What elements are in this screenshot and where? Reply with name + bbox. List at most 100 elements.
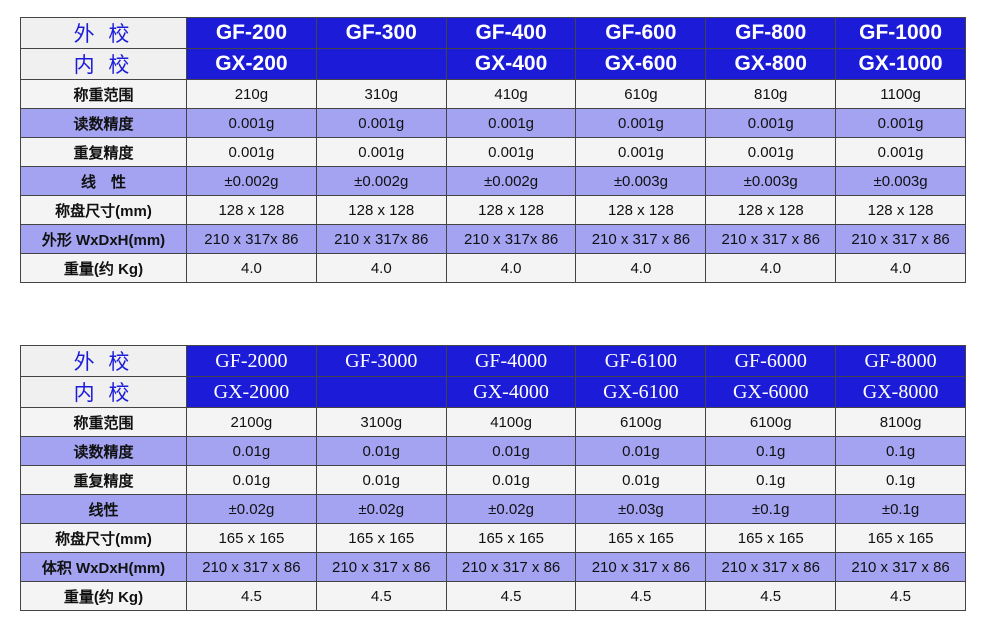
cell: 128 x 128	[315, 195, 447, 225]
row-label: 读数精度	[20, 108, 187, 138]
data-row: 称盘尺寸(mm) 128 x 128 128 x 128 128 x 128 128 x…	[20, 195, 966, 225]
cell: 0.01g	[186, 436, 317, 466]
row-label: 外 校	[20, 17, 187, 49]
cell: ±0.03g	[575, 494, 707, 524]
cell: 0.001g	[705, 137, 837, 167]
cell: GF-400	[445, 17, 577, 49]
cell: 210 x 317 x 86	[835, 552, 966, 582]
cell: 4.0	[705, 253, 837, 283]
cell: GX-6100	[575, 376, 707, 408]
data-row: 线 性 ±0.002g ±0.002g ±0.002g ±0.003g ±0.003g ±0…	[20, 166, 966, 196]
cell: 128 x 128	[186, 195, 317, 225]
cell: 0.001g	[445, 137, 577, 167]
cell: 0.001g	[315, 137, 447, 167]
data-row: 读数精度 0.01g 0.01g 0.01g 0.01g 0.1g 0.1g	[20, 436, 966, 466]
cell: GF-800	[705, 17, 837, 49]
cell: ±0.003g	[705, 166, 837, 196]
data-row: 线性 ±0.02g ±0.02g ±0.02g ±0.03g ±0.1g ±0.1g	[20, 494, 966, 524]
row-label: 外 校	[20, 345, 187, 377]
cell: 210 x 317 x 86	[705, 552, 837, 582]
cell: 1100g	[835, 79, 966, 109]
cell: 2100g	[186, 407, 317, 437]
cell: 3100g	[315, 407, 447, 437]
row-label: 重量(约 Kg)	[20, 253, 187, 283]
cell: 0.1g	[705, 465, 837, 495]
cell: 0.001g	[705, 108, 837, 138]
row-label: 称重范围	[20, 407, 187, 437]
data-row: 称重范围 210g 310g 410g 610g 810g 1100g	[20, 79, 966, 109]
cell: GX-2000	[186, 376, 317, 408]
data-row: 重量(约 Kg) 4.5 4.5 4.5 4.5 4.5 4.5	[20, 581, 966, 611]
cell: 210 x 317 x 86	[575, 224, 707, 254]
cell: 128 x 128	[575, 195, 707, 225]
cell: GF-6000	[705, 345, 837, 377]
cell: GF-8000	[835, 345, 966, 377]
data-row: 体积 WxDxH(mm) 210 x 317 x 86 210 x 317 x 86…	[20, 552, 966, 582]
cell: 128 x 128	[705, 195, 837, 225]
cell: 0.01g	[315, 465, 447, 495]
cell: 0.001g	[315, 108, 447, 138]
cell: GX-6000	[705, 376, 837, 408]
cell: 165 x 165	[445, 523, 577, 553]
row-label: 称盘尺寸(mm)	[20, 195, 187, 225]
row-label: 内 校	[20, 376, 187, 408]
cell: 210 x 317 x 86	[575, 552, 707, 582]
cell: ±0.002g	[186, 166, 317, 196]
row-label: 重复精度	[20, 465, 187, 495]
data-row: 称重范围 2100g 3100g 4100g 6100g 6100g 8100g	[20, 407, 966, 437]
cell: GF-3000	[315, 345, 447, 377]
cell: 810g	[705, 79, 837, 109]
row-label: 线性	[20, 494, 187, 524]
cell: 410g	[445, 79, 577, 109]
cell: 4.5	[315, 581, 447, 611]
header-row: 外 校 GF-2000 GF-3000 GF-4000 GF-6100 GF-6000 GF…	[20, 345, 966, 377]
spec-table: 外 校 GF-2000 GF-3000 GF-4000 GF-6100 GF-6000 GF…	[20, 345, 966, 611]
cell: 4.5	[575, 581, 707, 611]
cell: ±0.1g	[705, 494, 837, 524]
cell: 210 x 317x 86	[186, 224, 317, 254]
cell: GF-4000	[445, 345, 577, 377]
row-label: 重量(约 Kg)	[20, 581, 187, 611]
cell: 0.01g	[575, 465, 707, 495]
cell: ±0.02g	[315, 494, 447, 524]
cell: 4.0	[315, 253, 447, 283]
cell: 0.1g	[835, 465, 966, 495]
cell: GX-800	[705, 48, 837, 80]
cell: 210 x 317x 86	[315, 224, 447, 254]
cell	[315, 48, 447, 80]
row-label: 外形 WxDxH(mm)	[20, 224, 187, 254]
cell: 210 x 317 x 86	[186, 552, 317, 582]
cell: 210 x 317 x 86	[835, 224, 966, 254]
cell: ±0.003g	[575, 166, 707, 196]
row-label: 内 校	[20, 48, 187, 80]
header-row: 内 校 GX-200 GX-400 GX-600 GX-800 GX-1000	[20, 48, 966, 80]
cell: 0.01g	[445, 465, 577, 495]
cell: 0.001g	[186, 137, 317, 167]
cell: GF-2000	[186, 345, 317, 377]
cell: 210 x 317 x 86	[315, 552, 447, 582]
cell: GF-1000	[835, 17, 966, 49]
cell: 4.5	[705, 581, 837, 611]
cell: 4.0	[835, 253, 966, 283]
data-row: 读数精度 0.001g 0.001g 0.001g 0.001g 0.001g 0.001g	[20, 108, 966, 138]
cell: 4.5	[835, 581, 966, 611]
cell: 0.01g	[186, 465, 317, 495]
cell: 0.01g	[445, 436, 577, 466]
cell: 210 x 317 x 86	[445, 552, 577, 582]
data-row: 重量(约 Kg) 4.0 4.0 4.0 4.0 4.0 4.0	[20, 253, 966, 283]
cell: 4100g	[445, 407, 577, 437]
cell: 165 x 165	[575, 523, 707, 553]
cell: 0.001g	[835, 108, 966, 138]
row-label: 体积 WxDxH(mm)	[20, 552, 187, 582]
row-label: 称盘尺寸(mm)	[20, 523, 187, 553]
row-label: 重复精度	[20, 137, 187, 167]
cell: 6100g	[705, 407, 837, 437]
cell: GX-4000	[445, 376, 577, 408]
data-row: 称盘尺寸(mm) 165 x 165 165 x 165 165 x 165 165 x…	[20, 523, 966, 553]
cell: 0.001g	[445, 108, 577, 138]
cell: GF-600	[575, 17, 707, 49]
cell: ±0.002g	[445, 166, 577, 196]
cell: 0.01g	[575, 436, 707, 466]
cell: 8100g	[835, 407, 966, 437]
